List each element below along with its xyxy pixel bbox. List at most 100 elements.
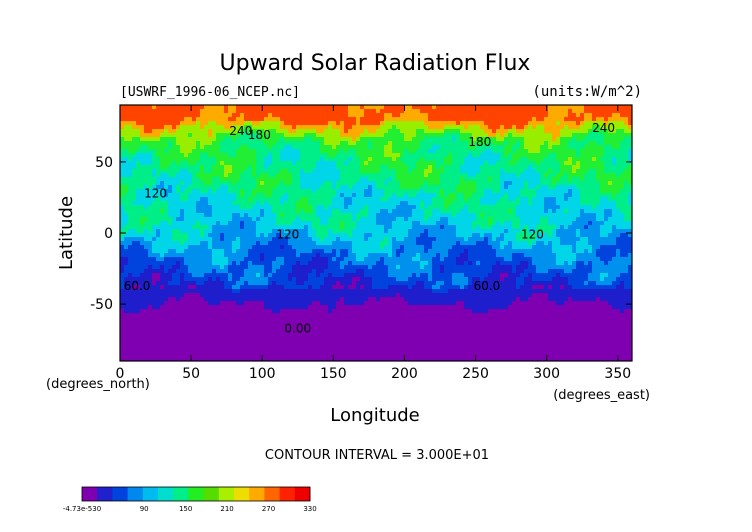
heatmap-cell xyxy=(392,173,397,178)
heatmap-cell xyxy=(572,149,577,154)
heatmap-cell xyxy=(376,129,381,134)
heatmap-cell xyxy=(428,137,433,142)
heatmap-cell xyxy=(436,161,441,166)
heatmap-cell xyxy=(452,129,457,134)
heatmap-cell xyxy=(492,177,497,182)
heatmap-cell xyxy=(392,253,397,258)
heatmap-cell xyxy=(324,157,329,162)
heatmap-cell xyxy=(604,109,609,114)
heatmap-cell xyxy=(212,181,217,186)
heatmap-cell xyxy=(312,253,317,258)
heatmap-cell xyxy=(380,213,385,218)
heatmap-cell xyxy=(168,165,173,170)
heatmap-cell xyxy=(588,109,593,114)
heatmap-cell xyxy=(432,233,437,238)
heatmap-cell xyxy=(468,249,473,254)
heatmap-cell xyxy=(208,181,213,186)
heatmap-cell xyxy=(492,165,497,170)
heatmap-cell xyxy=(372,209,377,214)
heatmap-cell xyxy=(188,165,193,170)
heatmap-cell xyxy=(548,157,553,162)
heatmap-cell xyxy=(380,249,385,254)
heatmap-cell xyxy=(188,253,193,258)
heatmap-cell xyxy=(592,149,597,154)
heatmap-cell xyxy=(624,241,629,246)
heatmap-cell xyxy=(500,145,505,150)
heatmap-cell xyxy=(396,201,401,206)
heatmap-cell xyxy=(448,217,453,222)
heatmap-cell xyxy=(604,213,609,218)
heatmap-cell xyxy=(452,141,457,146)
heatmap-cell xyxy=(508,253,513,258)
heatmap-cell xyxy=(296,189,301,194)
heatmap-cell xyxy=(344,197,349,202)
heatmap-cell xyxy=(592,137,597,142)
heatmap-cell xyxy=(276,141,281,146)
heatmap-cell xyxy=(576,177,581,182)
heatmap-cell xyxy=(240,169,245,174)
heatmap-cell xyxy=(604,145,609,150)
heatmap-cell xyxy=(164,129,169,134)
heatmap-cell xyxy=(576,233,581,238)
heatmap-cell xyxy=(516,249,521,254)
heatmap-cell xyxy=(384,181,389,186)
heatmap-cell xyxy=(200,133,205,138)
heatmap-cell xyxy=(196,213,201,218)
heatmap-cell xyxy=(528,229,533,234)
heatmap-cell xyxy=(612,213,617,218)
heatmap-cell xyxy=(392,161,397,166)
heatmap-cell xyxy=(200,113,205,118)
heatmap-cell xyxy=(544,109,549,114)
heatmap-cell xyxy=(476,141,481,146)
heatmap-cell xyxy=(496,173,501,178)
heatmap-cell xyxy=(488,105,493,110)
heatmap-cell xyxy=(448,153,453,158)
heatmap-cell xyxy=(428,205,433,210)
heatmap-cell xyxy=(604,221,609,226)
heatmap-cell xyxy=(512,177,517,182)
heatmap-cell xyxy=(276,241,281,246)
heatmap-cell xyxy=(584,149,589,154)
heatmap-cell xyxy=(184,109,189,114)
heatmap-cell xyxy=(572,177,577,182)
heatmap-cell xyxy=(200,117,205,122)
heatmap-cell xyxy=(620,133,625,138)
heatmap-cell xyxy=(516,189,521,194)
heatmap-cell xyxy=(608,169,613,174)
heatmap-cell xyxy=(168,213,173,218)
heatmap-cell xyxy=(376,181,381,186)
heatmap-cell xyxy=(500,157,505,162)
heatmap-cell xyxy=(496,253,501,258)
heatmap-cell xyxy=(600,237,605,242)
heatmap-cell xyxy=(396,213,401,218)
heatmap-cell xyxy=(576,221,581,226)
heatmap-cell xyxy=(324,249,329,254)
heatmap-cell xyxy=(140,125,145,130)
heatmap-cell xyxy=(540,153,545,158)
heatmap-cell xyxy=(500,233,505,238)
heatmap-cell xyxy=(184,241,189,246)
heatmap-cell xyxy=(120,133,125,138)
heatmap-cell xyxy=(524,237,529,242)
heatmap-cell xyxy=(488,245,493,250)
heatmap-cell xyxy=(284,225,289,230)
heatmap-cell xyxy=(428,209,433,214)
heatmap-cell xyxy=(596,233,601,238)
heatmap-cell xyxy=(484,105,489,110)
heatmap-cell xyxy=(580,125,585,130)
heatmap-cell xyxy=(248,153,253,158)
heatmap-cell xyxy=(528,161,533,166)
heatmap-cell xyxy=(392,141,397,146)
heatmap-cell xyxy=(432,133,437,138)
heatmap-cell xyxy=(472,213,477,218)
heatmap-cell xyxy=(412,153,417,158)
heatmap-cell xyxy=(256,221,261,226)
heatmap-cell xyxy=(504,149,509,154)
heatmap-cell xyxy=(220,105,225,110)
heatmap-cell xyxy=(392,233,397,238)
heatmap-cell xyxy=(296,129,301,134)
heatmap-cell xyxy=(160,141,165,146)
heatmap-cell xyxy=(568,129,573,134)
heatmap-cell xyxy=(164,137,169,142)
heatmap-cell xyxy=(176,125,181,130)
